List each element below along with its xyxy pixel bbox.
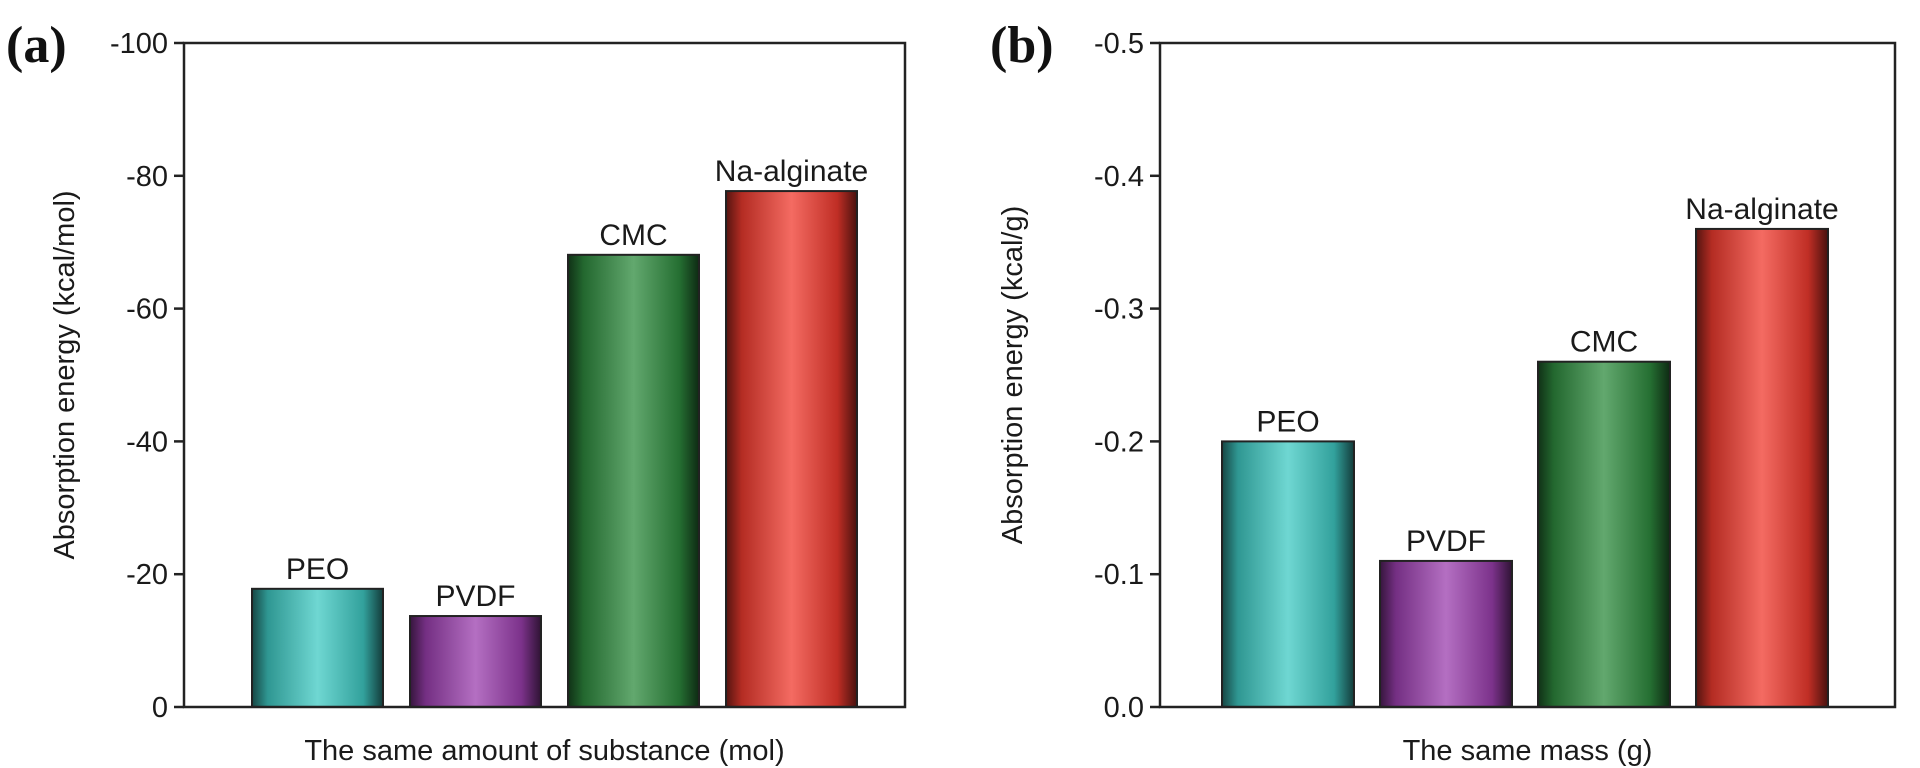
y-tick-label: -20 [126, 559, 168, 591]
chart-panel-a: (a) 0 -20 -40 -60 -80 -100 PEO PVDF CMC Na-algin… [6, 17, 907, 767]
bars-b: PEO PVDF CMC Na-alginate [1221, 193, 1839, 708]
panel-letter-a: (a) [6, 17, 67, 74]
plot-frame-a [182, 41, 907, 709]
y-tick-label: -0.5 [1094, 28, 1144, 60]
y-tick-label: -0.2 [1094, 426, 1144, 458]
bar-label-pvdf-b: PVDF [1406, 525, 1486, 558]
y-tick-label: -100 [110, 28, 168, 60]
y-tick-label: -40 [126, 426, 168, 458]
x-axis-title-b: The same mass (g) [1403, 735, 1653, 767]
panel-letter-b: (b) [990, 17, 1054, 74]
y-axis-title-b: Absorption energy (kcal/g) [997, 206, 1029, 545]
bar-label-na-alginate-a: Na-alginate [715, 155, 868, 188]
bar-na-alginate-a [725, 190, 858, 708]
bar-cmc-a [567, 253, 700, 708]
bar-label-na-alginate-b: Na-alginate [1685, 193, 1838, 226]
bar-label-cmc-b: CMC [1570, 326, 1638, 359]
chart-panel-b: (b) 0.0 -0.1 -0.2 -0.3 -0.4 -0.5 PEO PVDF CMC Na… [990, 17, 1897, 767]
y-tick-label: -0.4 [1094, 161, 1144, 193]
bar-peo-b [1221, 440, 1355, 708]
bar-label-pvdf-a: PVDF [435, 580, 515, 613]
y-tick-label: -60 [126, 294, 168, 326]
y-tick-label: 0 [152, 692, 168, 724]
y-tick-label: -0.3 [1094, 294, 1144, 326]
y-tick-label: 0.0 [1104, 692, 1144, 724]
bar-peo-a [251, 587, 384, 708]
bar-pvdf-b [1379, 559, 1513, 708]
x-axis-title-a: The same amount of substance (mol) [304, 735, 784, 767]
bars-a: PEO PVDF CMC Na-alginate [251, 155, 868, 708]
plot-frame-b [1158, 41, 1897, 709]
bar-label-cmc-a: CMC [599, 219, 667, 252]
bar-label-peo-a: PEO [286, 553, 349, 586]
y-axis-title-a: Absorption energy (kcal/mol) [49, 190, 81, 559]
y-tick-label: -80 [126, 161, 168, 193]
y-tick-label: -0.1 [1094, 559, 1144, 591]
bar-cmc-b [1537, 360, 1671, 708]
y-axis-a: 0 -20 -40 -60 -80 -100 [110, 28, 184, 724]
bar-pvdf-a [409, 615, 542, 708]
y-axis-b: 0.0 -0.1 -0.2 -0.3 -0.4 -0.5 [1094, 28, 1160, 724]
bar-label-peo-b: PEO [1256, 405, 1319, 438]
bar-na-alginate-b [1695, 227, 1829, 708]
